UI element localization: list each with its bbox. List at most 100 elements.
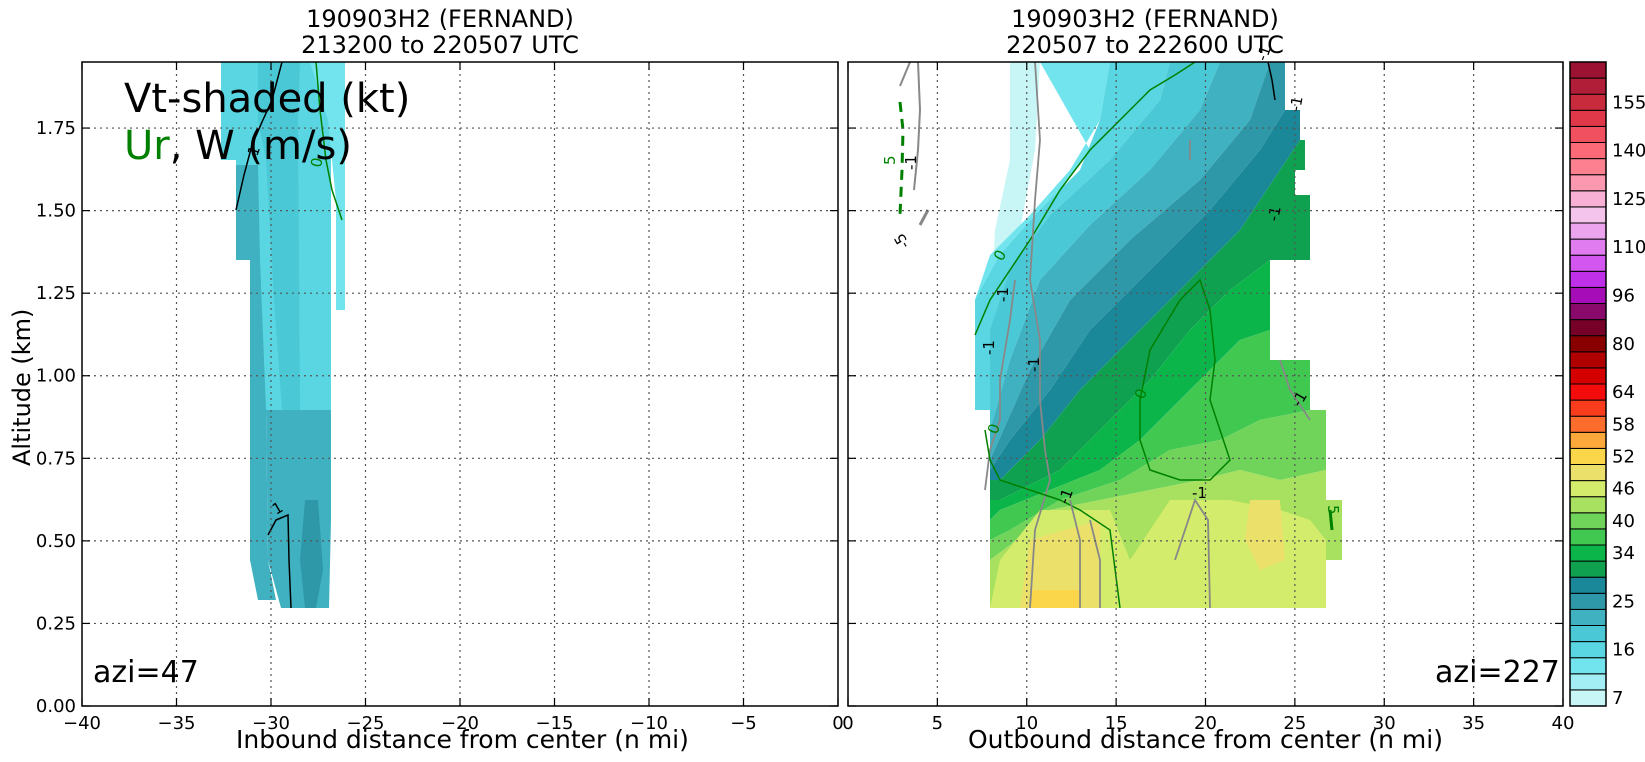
colorbar-segment	[1569, 254, 1607, 272]
colorbar-segment	[1569, 270, 1607, 288]
w-contour-label: -1	[1055, 486, 1077, 506]
left-contours	[235, 62, 343, 609]
vt-region	[236, 165, 276, 600]
vt-region	[1030, 590, 1080, 608]
colorbar-segment	[1569, 625, 1607, 643]
colorbar-segment	[1569, 447, 1607, 465]
x-tick-label: −10	[630, 713, 668, 734]
y-tick-label: 0.00	[36, 696, 76, 717]
x-tick-label: 40	[1552, 713, 1575, 734]
colorbar-segment	[1569, 238, 1607, 256]
left-grid	[82, 62, 838, 706]
colorbar-tick-label: 64	[1612, 382, 1635, 403]
w-contour-line	[899, 62, 911, 87]
colorbar-segment	[1569, 222, 1607, 240]
vt-region	[990, 260, 1270, 520]
colorbar-tick-label: 25	[1612, 591, 1635, 612]
legend-vt-shaded: Vt-shaded (kt)	[124, 76, 410, 122]
vt-region	[975, 62, 1170, 410]
colorbar-segment	[1569, 319, 1607, 337]
colorbar-tick-label: 16	[1612, 640, 1635, 661]
w-contour-line	[235, 62, 283, 211]
y-tick-label: 0.25	[36, 613, 76, 634]
colorbar-segment	[1569, 303, 1607, 321]
x-tick-label: −30	[252, 713, 290, 734]
w-contour-label: -1	[1286, 95, 1306, 113]
y-tick-label: 1.50	[36, 201, 76, 222]
right-chart-title: 190903H2 (FERNAND) 220507 to 222600 UTC	[805, 6, 1485, 58]
colorbar-segment	[1569, 608, 1607, 627]
colorbar-tick-label: 140	[1612, 141, 1645, 162]
colorbar-segment	[1569, 576, 1607, 594]
left-vt-shading	[221, 62, 345, 608]
x-tick-label: −35	[158, 713, 196, 734]
colorbar-tick-label: 40	[1612, 511, 1635, 532]
colorbar-segment	[1569, 641, 1607, 659]
x-tick-label: 0	[832, 713, 843, 734]
w-contour-label: -1	[1253, 43, 1275, 63]
ur-contour-line	[1328, 509, 1334, 531]
w-contour-line	[913, 62, 922, 191]
w-contour-line	[1279, 359, 1311, 421]
left-azimuth-label: azi=47	[93, 655, 199, 690]
legend-ur-label: Ur	[124, 123, 170, 169]
legend-vt-label: Vt-shaded (kt)	[124, 76, 411, 122]
x-tick-label: 20	[1194, 713, 1217, 734]
colorbar-segment	[1569, 125, 1607, 144]
colorbar-segment	[1569, 657, 1607, 675]
vt-region	[990, 110, 1300, 480]
vt-region	[990, 140, 1310, 500]
legend-ur-w: Ur, W (m/s)	[124, 123, 352, 169]
colorbar-segment	[1569, 109, 1607, 127]
vt-region	[310, 62, 345, 310]
w-contour-line	[1089, 519, 1101, 608]
ur-contour-line	[1139, 278, 1231, 481]
colorbar-segment	[1569, 158, 1607, 176]
x-tick-label: −5	[730, 713, 757, 734]
colorbar-tick-label: 58	[1612, 414, 1635, 435]
x-tick-label: 10	[1015, 713, 1038, 734]
x-tick-label: 30	[1373, 713, 1396, 734]
left-chart-title: 190903H2 (FERNAND) 213200 to 220507 UTC	[80, 6, 800, 58]
w-contour-line	[1069, 499, 1081, 608]
colorbar-segment	[1569, 464, 1607, 482]
colorbar-tick-label: 155	[1612, 92, 1645, 113]
vt-region	[990, 410, 1326, 560]
w-contour-label: -1	[1192, 484, 1207, 502]
colorbar-segment	[1569, 480, 1607, 498]
w-contour-label: -1	[994, 287, 1012, 302]
x-tick-label: −25	[347, 713, 385, 734]
right-grid	[848, 62, 1563, 706]
w-contour-line	[918, 209, 930, 226]
ur-contour-line	[898, 101, 905, 216]
vt-region	[300, 500, 323, 608]
w-contour-label: -5	[890, 230, 913, 252]
x-tick-label: 25	[1283, 713, 1306, 734]
y-tick-label: 0.50	[36, 531, 76, 552]
colorbar-segment	[1569, 351, 1607, 369]
colorbar-segment	[1569, 206, 1607, 224]
colorbar-segment	[1569, 592, 1607, 610]
vt-region	[1245, 500, 1285, 570]
colorbar-segment	[1569, 431, 1607, 449]
vt-region	[990, 62, 1285, 470]
w-contour-line	[1267, 62, 1276, 101]
left-chart-title-line2: 213200 to 220507 UTC	[301, 31, 579, 59]
x-tick-label: 5	[932, 713, 943, 734]
colorbar-tick-label: 46	[1612, 479, 1635, 500]
ur-contour-label: 5	[1324, 505, 1342, 515]
colorbar-segment	[1569, 93, 1607, 111]
y-tick-label: 1.25	[36, 283, 76, 304]
right-vt-shading	[975, 62, 1342, 608]
colorbar-tick-label: 52	[1612, 446, 1635, 467]
colorbar-segment	[1569, 512, 1607, 530]
left-axis-ticks: −40 −35 −30 −25 −20 −15 −10 −5 0 0.00 0.25 0.50 0.75…	[36, 62, 844, 734]
colorbar-tick-label: 34	[1612, 543, 1635, 564]
ur-contour-label: 0	[307, 156, 326, 169]
legend-w-label: , W (m/s)	[169, 123, 352, 169]
colorbar-segment	[1569, 689, 1607, 707]
vt-region	[990, 62, 1270, 460]
left-x-axis-label: Inbound distance from center (n mi)	[236, 725, 689, 754]
vt-region	[975, 62, 1040, 330]
w-contour-label: -1	[980, 340, 998, 355]
